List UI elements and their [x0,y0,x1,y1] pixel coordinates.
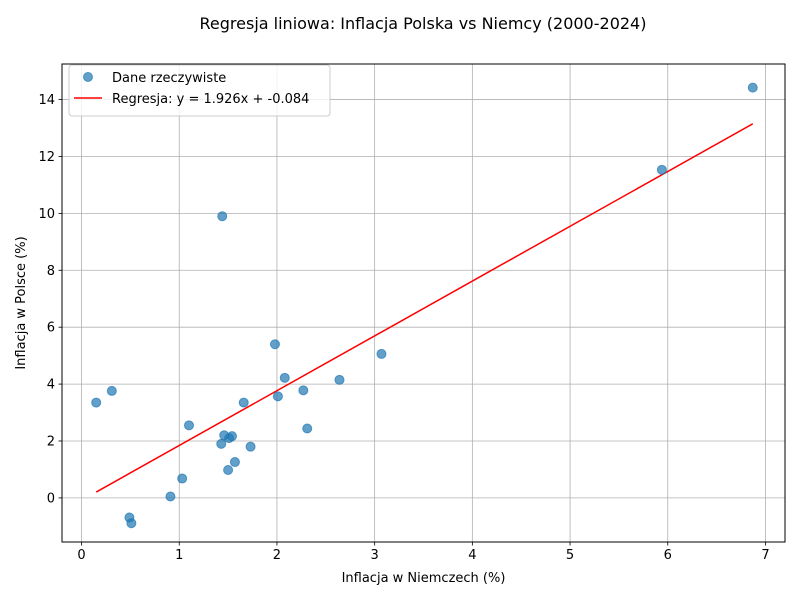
x-tick-label: 2 [273,548,281,563]
x-tick-label: 7 [761,548,769,563]
legend-label-regression: Regresja: y = 1.926x + -0.084 [112,92,309,107]
data-point [334,374,345,385]
data-point [91,397,102,408]
data-point [223,465,234,476]
grid-lines [62,64,785,542]
y-axis-ticks: 0 2 4 6 8 10 12 14 [38,93,62,506]
data-point [245,441,256,452]
y-tick-label: 0 [47,491,55,506]
data-point [272,391,283,402]
data-point [747,82,758,93]
data-point [298,385,309,396]
x-tick-label: 6 [664,548,672,563]
x-axis-label: Inflacja w Niemczech (%) [342,571,506,586]
legend-marker-scatter [83,72,93,82]
data-point [217,211,228,222]
chart-title: Regresja liniowa: Inflacja Polska vs Nie… [200,14,647,33]
x-tick-label: 5 [566,548,574,563]
data-point [302,423,313,434]
x-tick-label: 4 [468,548,476,563]
y-tick-label: 14 [38,93,55,108]
y-tick-label: 12 [38,150,55,165]
y-tick-label: 8 [47,264,55,279]
data-points [91,82,758,529]
data-point [177,473,188,484]
legend-label-scatter: Dane rzeczywiste [112,71,226,86]
data-point [227,431,238,442]
plot-area-frame [61,63,786,543]
data-point [238,397,249,408]
y-tick-label: 2 [47,434,55,449]
data-point [229,457,240,468]
y-tick-label: 4 [47,378,55,393]
x-tick-label: 3 [371,548,379,563]
data-point [106,385,117,396]
regression-line [95,123,754,493]
data-point [165,491,176,502]
x-tick-label: 1 [175,548,183,563]
x-axis-ticks: 0 1 2 3 4 5 6 7 [77,542,770,563]
y-tick-label: 6 [47,321,55,336]
x-tick-label: 0 [77,548,85,563]
data-point [656,164,667,175]
data-point [269,339,280,350]
data-point [184,420,195,431]
legend-box [68,64,331,117]
y-axis-label: Inflacja w Polsce (%) [14,236,29,369]
data-point [216,438,227,449]
data-point [376,348,387,359]
regression-layer [95,123,754,493]
data-point [126,518,137,529]
legend: Dane rzeczywiste Regresja: y = 1.926x + … [68,64,331,117]
y-tick-label: 10 [38,207,55,222]
data-point [279,372,290,383]
